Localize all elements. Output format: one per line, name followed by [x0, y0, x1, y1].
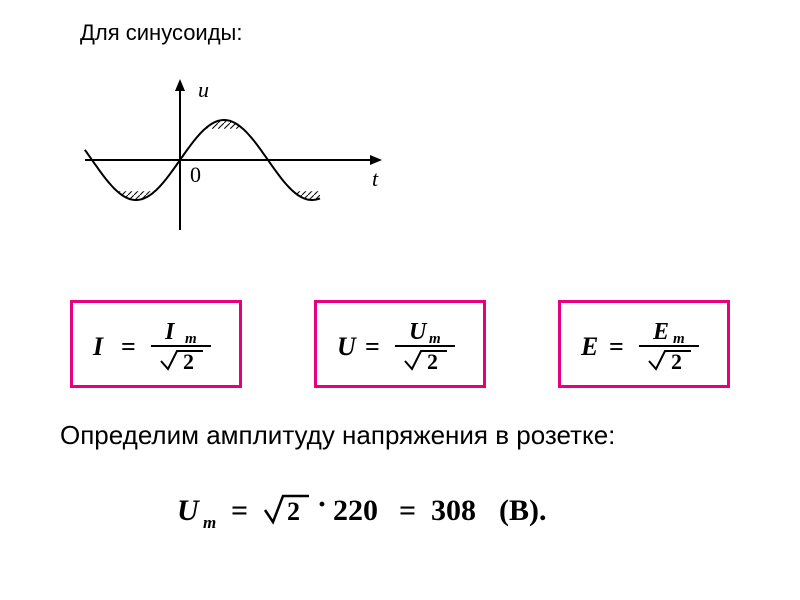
svg-text:I: I: [164, 319, 176, 345]
svg-text:U: U: [177, 494, 200, 527]
svg-text:U: U: [337, 332, 357, 361]
svg-text:2: 2: [427, 349, 438, 374]
svg-text:308: 308: [431, 494, 476, 527]
svg-text:=: =: [231, 494, 248, 527]
subtitle-text: Определим амплитуду напряжения в розетке…: [60, 420, 615, 451]
svg-text:u: u: [198, 77, 209, 102]
svg-text:E: E: [580, 332, 598, 361]
svg-text:I: I: [92, 332, 104, 361]
result-formula: Um = 2 ·220 = 308 (В).: [175, 480, 605, 545]
svg-text:=: =: [121, 332, 136, 361]
svg-text:·: ·: [317, 488, 327, 521]
svg-text:t: t: [372, 166, 379, 191]
formula-box-0: I = Im 2: [70, 300, 242, 388]
formula-row: I=Im2U=Um2E=Em2: [70, 300, 730, 388]
svg-text:2: 2: [287, 497, 300, 526]
svg-text:m: m: [185, 331, 197, 347]
svg-text:(В).: (В).: [499, 494, 547, 527]
slide-title: Для синусоиды:: [80, 20, 243, 46]
svg-text:2: 2: [671, 349, 682, 374]
svg-text:m: m: [203, 513, 216, 532]
svg-text:220: 220: [333, 494, 378, 527]
svg-text:0: 0: [190, 162, 201, 187]
sine-chart: u t 0: [80, 75, 390, 255]
svg-text:m: m: [429, 331, 441, 347]
svg-text:m: m: [673, 331, 685, 347]
svg-text:2: 2: [183, 349, 194, 374]
svg-text:U: U: [409, 319, 428, 345]
formula-box-1: U = Um 2: [314, 300, 486, 388]
svg-text:=: =: [365, 332, 380, 361]
svg-text:=: =: [609, 332, 624, 361]
svg-text:=: =: [399, 494, 416, 527]
svg-text:E: E: [652, 319, 669, 345]
formula-box-2: E = Em 2: [558, 300, 730, 388]
